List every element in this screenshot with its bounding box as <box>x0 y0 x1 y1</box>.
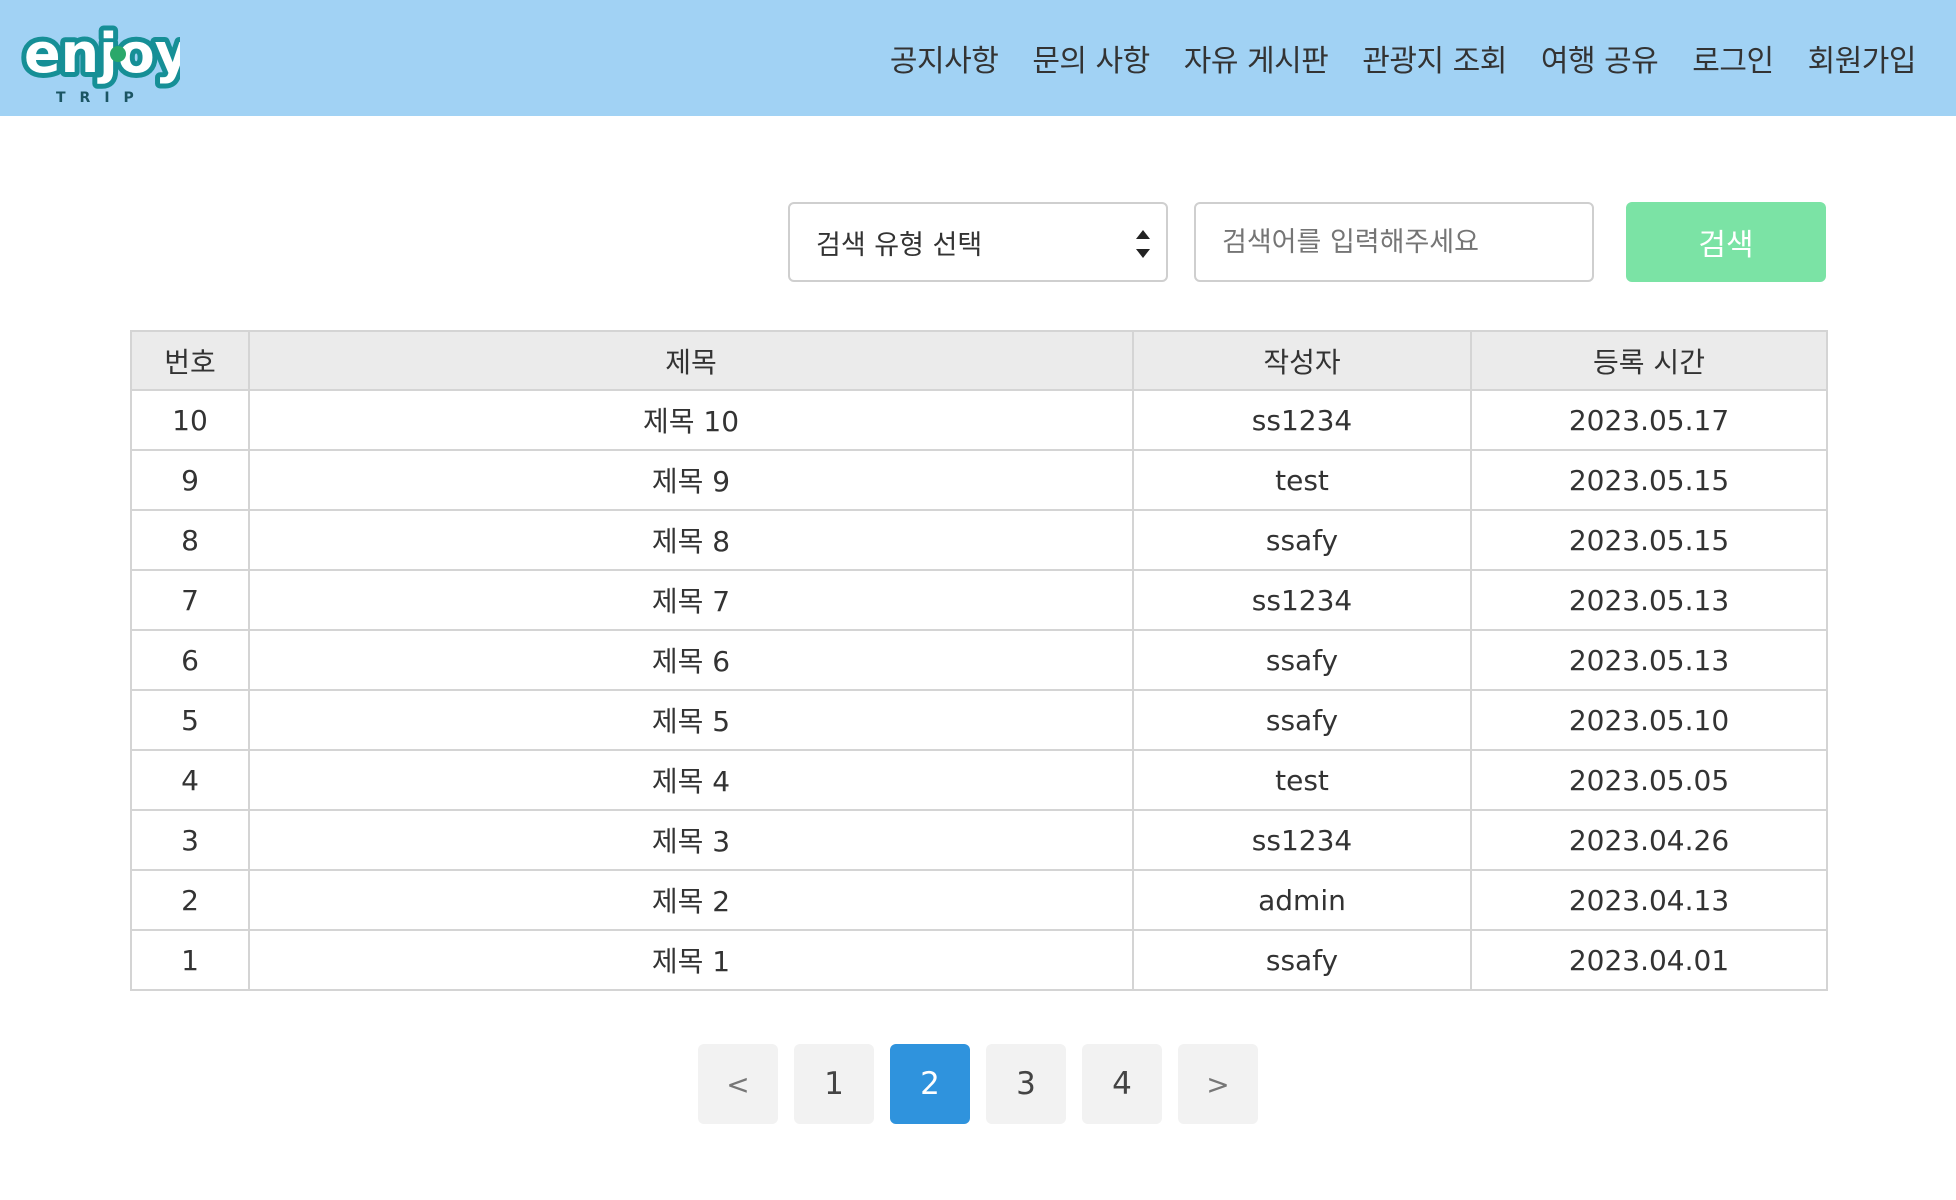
cell-number: 10 <box>130 389 250 451</box>
select-updown-icon <box>1136 230 1150 258</box>
cell-title[interactable]: 제목 9 <box>248 449 1134 511</box>
cell-title[interactable]: 제목 5 <box>248 689 1134 751</box>
table-header-row: 번호 제목 작성자 등록 시간 <box>130 330 1828 391</box>
table-row[interactable]: 5 제목 5 ssafy 2023.05.10 <box>130 689 1828 751</box>
table-row[interactable]: 4 제목 4 test 2023.05.05 <box>130 749 1828 811</box>
cell-author: ssafy <box>1132 629 1472 691</box>
cell-number: 1 <box>130 929 250 991</box>
page-button-1[interactable]: 1 <box>794 1044 874 1124</box>
cell-date: 2023.05.13 <box>1470 569 1828 631</box>
cell-date: 2023.04.13 <box>1470 869 1828 931</box>
nav-attraction-search[interactable]: 관광지 조회 <box>1362 44 1507 79</box>
cell-date: 2023.05.17 <box>1470 389 1828 451</box>
nav-travel-share[interactable]: 여행 공유 <box>1540 44 1659 79</box>
cell-date: 2023.05.13 <box>1470 629 1828 691</box>
table-row[interactable]: 3 제목 3 ss1234 2023.04.26 <box>130 809 1828 871</box>
cell-number: 2 <box>130 869 250 931</box>
cell-title[interactable]: 제목 10 <box>248 389 1134 451</box>
cell-number: 7 <box>130 569 250 631</box>
table-row[interactable]: 2 제목 2 admin 2023.04.13 <box>130 869 1828 931</box>
cell-date: 2023.05.05 <box>1470 749 1828 811</box>
nav-notice[interactable]: 공지사항 <box>889 44 999 79</box>
cell-author: ssafy <box>1132 689 1472 751</box>
header-title: 제목 <box>248 330 1134 391</box>
board-table: 번호 제목 작성자 등록 시간 10 제목 10 ss1234 2023.05.… <box>130 330 1828 991</box>
cell-number: 4 <box>130 749 250 811</box>
table-row[interactable]: 1 제목 1 ssafy 2023.04.01 <box>130 929 1828 991</box>
page-button-3[interactable]: 3 <box>986 1044 1066 1124</box>
cell-date: 2023.04.01 <box>1470 929 1828 991</box>
page-button-2-current[interactable]: 2 <box>890 1044 970 1124</box>
cell-title[interactable]: 제목 1 <box>248 929 1134 991</box>
next-page-button[interactable]: > <box>1178 1044 1258 1124</box>
nav-menu: 공지사항 문의 사항 자유 게시판 관광지 조회 여행 공유 로그인 회원가입 <box>889 0 1917 116</box>
search-type-selected-label: 검색 유형 선택 <box>816 229 983 261</box>
cell-author: admin <box>1132 869 1472 931</box>
cell-number: 6 <box>130 629 250 691</box>
table-row[interactable]: 9 제목 9 test 2023.05.15 <box>130 449 1828 511</box>
enjoy-trip-logo[interactable]: enjoy enjoy TRIP <box>20 10 180 106</box>
cell-author: test <box>1132 749 1472 811</box>
cell-author: ss1234 <box>1132 809 1472 871</box>
search-button[interactable]: 검색 <box>1626 202 1826 282</box>
cell-title[interactable]: 제목 2 <box>248 869 1134 931</box>
cell-title[interactable]: 제목 8 <box>248 509 1134 571</box>
pagination: < 1 2 3 4 > <box>698 1044 1258 1124</box>
search-input[interactable] <box>1194 202 1594 282</box>
top-navbar: enjoy enjoy TRIP 공지사항 문의 사항 자유 게시판 관광지 조… <box>0 0 1956 116</box>
table-row[interactable]: 6 제목 6 ssafy 2023.05.13 <box>130 629 1828 691</box>
cell-title[interactable]: 제목 7 <box>248 569 1134 631</box>
search-type-select[interactable]: 검색 유형 선택 <box>788 202 1168 282</box>
cell-date: 2023.05.10 <box>1470 689 1828 751</box>
svg-text:TRIP: TRIP <box>56 90 148 106</box>
svg-text:enjoy: enjoy <box>24 22 180 85</box>
table-row[interactable]: 8 제목 8 ssafy 2023.05.15 <box>130 509 1828 571</box>
table-row[interactable]: 10 제목 10 ss1234 2023.05.17 <box>130 389 1828 451</box>
prev-page-button[interactable]: < <box>698 1044 778 1124</box>
header-date: 등록 시간 <box>1470 330 1828 391</box>
nav-inquiry[interactable]: 문의 사항 <box>1032 44 1150 79</box>
nav-free-board[interactable]: 자유 게시판 <box>1183 44 1329 79</box>
page-button-4[interactable]: 4 <box>1082 1044 1162 1124</box>
cell-number: 9 <box>130 449 250 511</box>
cell-title[interactable]: 제목 3 <box>248 809 1134 871</box>
table-row[interactable]: 7 제목 7 ss1234 2023.05.13 <box>130 569 1828 631</box>
nav-signup[interactable]: 회원가입 <box>1807 44 1917 79</box>
cell-number: 8 <box>130 509 250 571</box>
cell-number: 3 <box>130 809 250 871</box>
cell-author: ssafy <box>1132 509 1472 571</box>
cell-author: ssafy <box>1132 929 1472 991</box>
cell-number: 5 <box>130 689 250 751</box>
cell-date: 2023.05.15 <box>1470 509 1828 571</box>
nav-login[interactable]: 로그인 <box>1692 44 1774 79</box>
cell-author: test <box>1132 449 1472 511</box>
cell-title[interactable]: 제목 4 <box>248 749 1134 811</box>
header-author: 작성자 <box>1132 330 1472 391</box>
cell-title[interactable]: 제목 6 <box>248 629 1134 691</box>
svg-text:enjoy: enjoy <box>24 22 180 85</box>
cell-date: 2023.04.26 <box>1470 809 1828 871</box>
header-number: 번호 <box>130 330 250 391</box>
cell-author: ss1234 <box>1132 569 1472 631</box>
cell-date: 2023.05.15 <box>1470 449 1828 511</box>
cell-author: ss1234 <box>1132 389 1472 451</box>
